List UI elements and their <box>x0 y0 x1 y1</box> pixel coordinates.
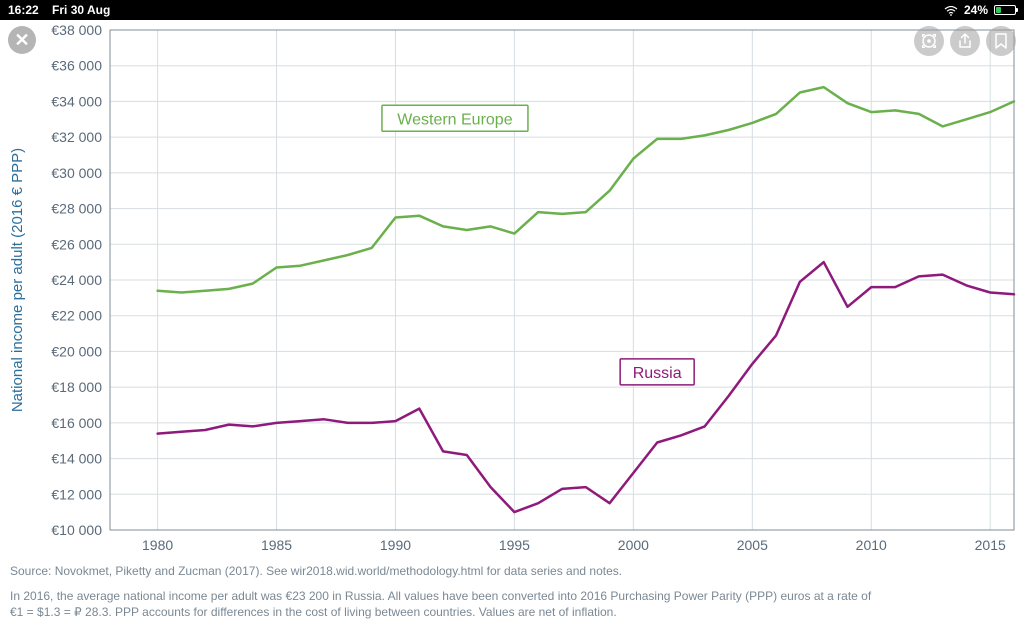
xtick-label: 2005 <box>737 537 768 553</box>
legend-label: Western Europe <box>397 111 512 128</box>
xtick-label: 2015 <box>975 537 1006 553</box>
source-text: Source: Novokmet, Piketty and Zucman (20… <box>10 564 622 578</box>
battery-pct: 24% <box>964 3 988 17</box>
note-text: €1 = $1.3 = ₽ 28.3. PPP accounts for dif… <box>10 605 617 619</box>
xtick-label: 1980 <box>142 537 173 553</box>
lens-icon <box>920 32 938 50</box>
lens-button[interactable] <box>914 26 944 56</box>
legend-label: Russia <box>633 365 682 382</box>
battery-fill <box>996 7 1001 13</box>
xtick-label: 2010 <box>856 537 887 553</box>
ytick-label: €20 000 <box>51 343 102 359</box>
ytick-label: €18 000 <box>51 379 102 395</box>
chart-container: €10 000 €12 000 €14 000 €16 000 €18 000 €20 0… <box>0 20 1024 625</box>
y-axis-label: National income per adult (2016 € PPP) <box>9 148 26 412</box>
series-line <box>158 87 1014 292</box>
battery-icon <box>994 5 1016 15</box>
image-viewer: €10 000 €12 000 €14 000 €16 000 €18 000 €20 0… <box>0 20 1024 625</box>
xtick-label: 1985 <box>261 537 292 553</box>
ytick-label: €32 000 <box>51 129 102 145</box>
status-time: 16:22 <box>8 3 39 17</box>
bookmark-icon <box>994 33 1008 49</box>
xtick-label: 1995 <box>499 537 530 553</box>
close-button[interactable]: ✕ <box>8 26 36 54</box>
ytick-label: €30 000 <box>51 165 102 181</box>
ytick-label: €14 000 <box>51 451 102 467</box>
income-chart: €10 000 €12 000 €14 000 €16 000 €18 000 €20 0… <box>0 20 1024 625</box>
ytick-label: €24 000 <box>51 272 102 288</box>
ytick-label: €28 000 <box>51 201 102 217</box>
note-text: In 2016, the average national income per… <box>10 589 872 603</box>
ytick-label: €16 000 <box>51 415 102 431</box>
share-icon <box>957 33 973 49</box>
ytick-label: €38 000 <box>51 22 102 38</box>
close-icon: ✕ <box>14 30 29 51</box>
status-bar: 16:22 Fri 30 Aug 24% <box>0 0 1024 20</box>
status-date: Fri 30 Aug <box>52 3 110 17</box>
xtick-label: 1990 <box>380 537 411 553</box>
overlay-actions <box>914 26 1016 56</box>
ytick-label: €22 000 <box>51 308 102 324</box>
wifi-icon <box>944 5 958 15</box>
share-button[interactable] <box>950 26 980 56</box>
bookmark-button[interactable] <box>986 26 1016 56</box>
ytick-label: €34 000 <box>51 93 102 109</box>
xtick-label: 2000 <box>618 537 649 553</box>
ytick-label: €26 000 <box>51 236 102 252</box>
ytick-label: €10 000 <box>51 522 102 538</box>
ytick-label: €12 000 <box>51 486 102 502</box>
ytick-label: €36 000 <box>51 58 102 74</box>
